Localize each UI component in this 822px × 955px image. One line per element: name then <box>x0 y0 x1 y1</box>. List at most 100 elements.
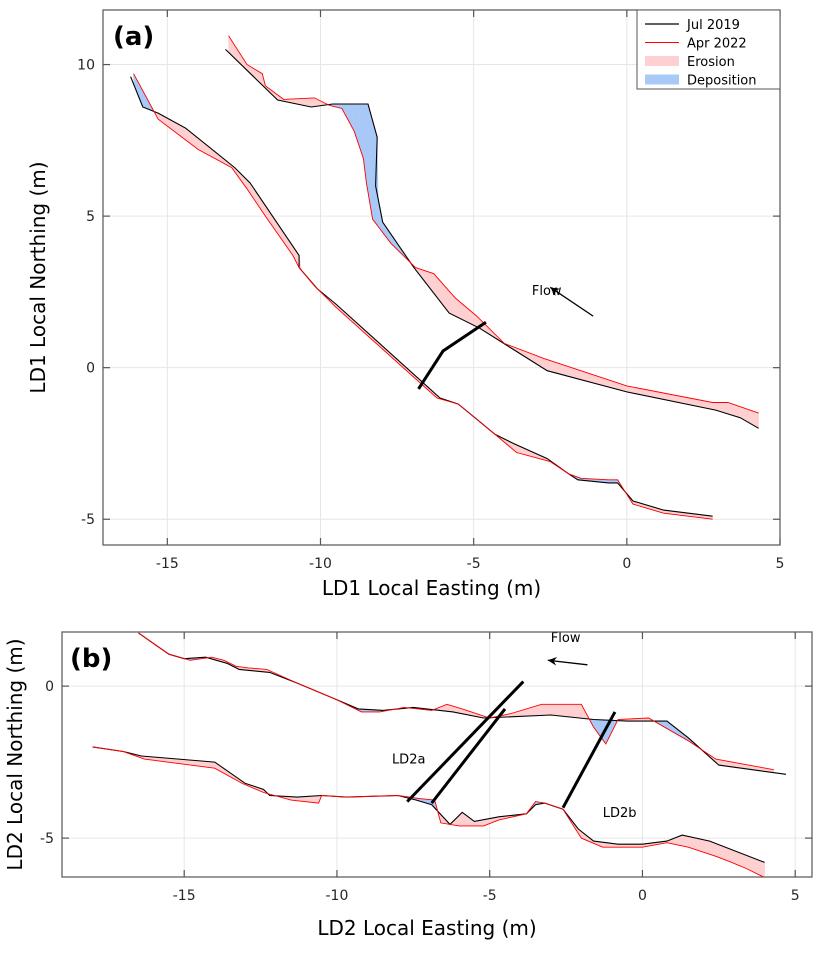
flow-arrow-shaft <box>549 286 594 317</box>
series-apr-2022-line <box>138 632 774 771</box>
plot-area <box>103 10 780 545</box>
erosion-patch <box>705 839 710 855</box>
x-tick-label: 5 <box>791 888 800 904</box>
y-tick-label: 5 <box>86 209 95 225</box>
flow-arrow-icon <box>547 656 558 666</box>
erosion-patch <box>570 704 575 718</box>
erosion-patch <box>550 704 554 716</box>
erosion-patch <box>719 844 723 860</box>
erosion-patch <box>563 704 567 717</box>
erosion-patch <box>761 860 765 877</box>
panel-label: (b) <box>70 644 112 674</box>
legend-label: Deposition <box>687 74 757 89</box>
erosion-patch <box>573 704 577 719</box>
series-apr-2022-line <box>92 746 765 877</box>
x-tick-label: 0 <box>638 888 647 904</box>
plot-content: Flow LD2a LD2b <box>92 631 787 877</box>
y-tick-label: 0 <box>86 361 95 377</box>
transect-line <box>430 707 507 805</box>
panel-b: Flow LD2a LD2b -15 -10 -5 0 5 -5 0 LD2 Local Easti… <box>3 631 813 940</box>
panel-label: (a) <box>113 22 154 52</box>
erosion-patch <box>742 853 747 869</box>
erosion-patch <box>715 402 719 412</box>
x-tick-label: -5 <box>467 556 481 572</box>
y-tick-label: -5 <box>81 512 95 528</box>
erosion-patch <box>575 704 580 719</box>
legend-swatch <box>645 74 679 85</box>
erosion-patch <box>721 845 725 860</box>
erosion-patch <box>729 402 733 416</box>
legend-swatch <box>645 56 679 66</box>
erosion-patch <box>702 839 707 854</box>
erosion-patch <box>719 402 723 413</box>
series-jul-2019-line <box>225 49 759 429</box>
erosion-patch <box>749 409 753 426</box>
y-tick-label: 10 <box>77 58 95 74</box>
erosion-patch <box>565 704 569 718</box>
annotation-label: Flow <box>532 284 562 299</box>
annotation-label: Flow <box>551 631 581 646</box>
x-tick-label: -15 <box>173 888 196 904</box>
erosion-patch <box>717 843 721 859</box>
x-axis-title: LD2 Local Easting (m) <box>317 916 536 940</box>
erosion-patch <box>730 848 735 864</box>
erosion-patch <box>715 843 719 858</box>
x-tick-label: -10 <box>309 556 332 572</box>
series-apr-2022-line <box>133 73 713 520</box>
erosion-patch <box>578 704 582 719</box>
erosion-patch <box>721 402 725 414</box>
y-axis-title: LD1 Local Northing (m) <box>26 161 50 393</box>
erosion-patch <box>307 795 312 803</box>
erosion-patch <box>733 404 737 417</box>
erosion-patch <box>725 402 729 415</box>
erosion-patch <box>755 411 759 429</box>
erosion-patch <box>687 836 693 849</box>
erosion-patch <box>679 834 683 847</box>
series-jul-2019-line <box>92 746 765 863</box>
x-axis-title: LD1 Local Easting (m) <box>322 576 541 600</box>
erosion-patch <box>558 704 562 717</box>
y-tick-label: 0 <box>45 679 54 695</box>
erosion-patch <box>749 856 753 873</box>
annotation-label: LD2a <box>392 753 426 768</box>
y-tick-label: -5 <box>40 831 54 847</box>
legend: Jul 2019 Apr 2022 Erosion Deposition <box>636 9 781 90</box>
x-tick-label: -15 <box>156 556 179 572</box>
transect-line <box>417 320 487 390</box>
y-axis-title: LD2 Local Northing (m) <box>3 638 27 870</box>
erosion-patch <box>695 837 700 852</box>
erosion-patch <box>723 846 727 861</box>
erosion-patch <box>553 704 557 716</box>
legend-label: Apr 2022 <box>687 37 747 52</box>
erosion-patch <box>752 857 756 874</box>
erosion-patch <box>737 405 741 419</box>
axes-box <box>61 631 813 878</box>
erosion-patch <box>555 704 559 717</box>
erosion-patch <box>314 795 319 804</box>
erosion-patch <box>739 852 744 868</box>
series-jul-2019-line <box>138 632 787 775</box>
flow-arrow-shaft <box>547 659 588 666</box>
x-tick-label: -10 <box>326 888 349 904</box>
erosion-patch <box>311 795 316 804</box>
erosion-patch <box>725 846 729 862</box>
erosion-patch <box>727 847 732 863</box>
erosion-patch <box>568 704 572 718</box>
erosion-patch <box>461 811 465 827</box>
transect-line <box>406 680 525 803</box>
transect-line <box>561 711 617 809</box>
erosion-patch <box>304 796 309 803</box>
legend-label: Jul 2019 <box>686 18 740 33</box>
annotation-label: LD2b <box>603 806 637 821</box>
flow-arrow-icon <box>550 287 561 296</box>
erosion-patch <box>735 404 739 418</box>
x-tick-label: 5 <box>776 556 785 572</box>
erosion-patch <box>691 836 696 850</box>
erosion-patch <box>736 851 741 867</box>
erosion-patch <box>746 854 750 871</box>
x-tick-label: -5 <box>483 888 497 904</box>
erosion-patch <box>731 403 735 417</box>
erosion-patch <box>733 850 738 866</box>
erosion-patch <box>755 858 759 876</box>
